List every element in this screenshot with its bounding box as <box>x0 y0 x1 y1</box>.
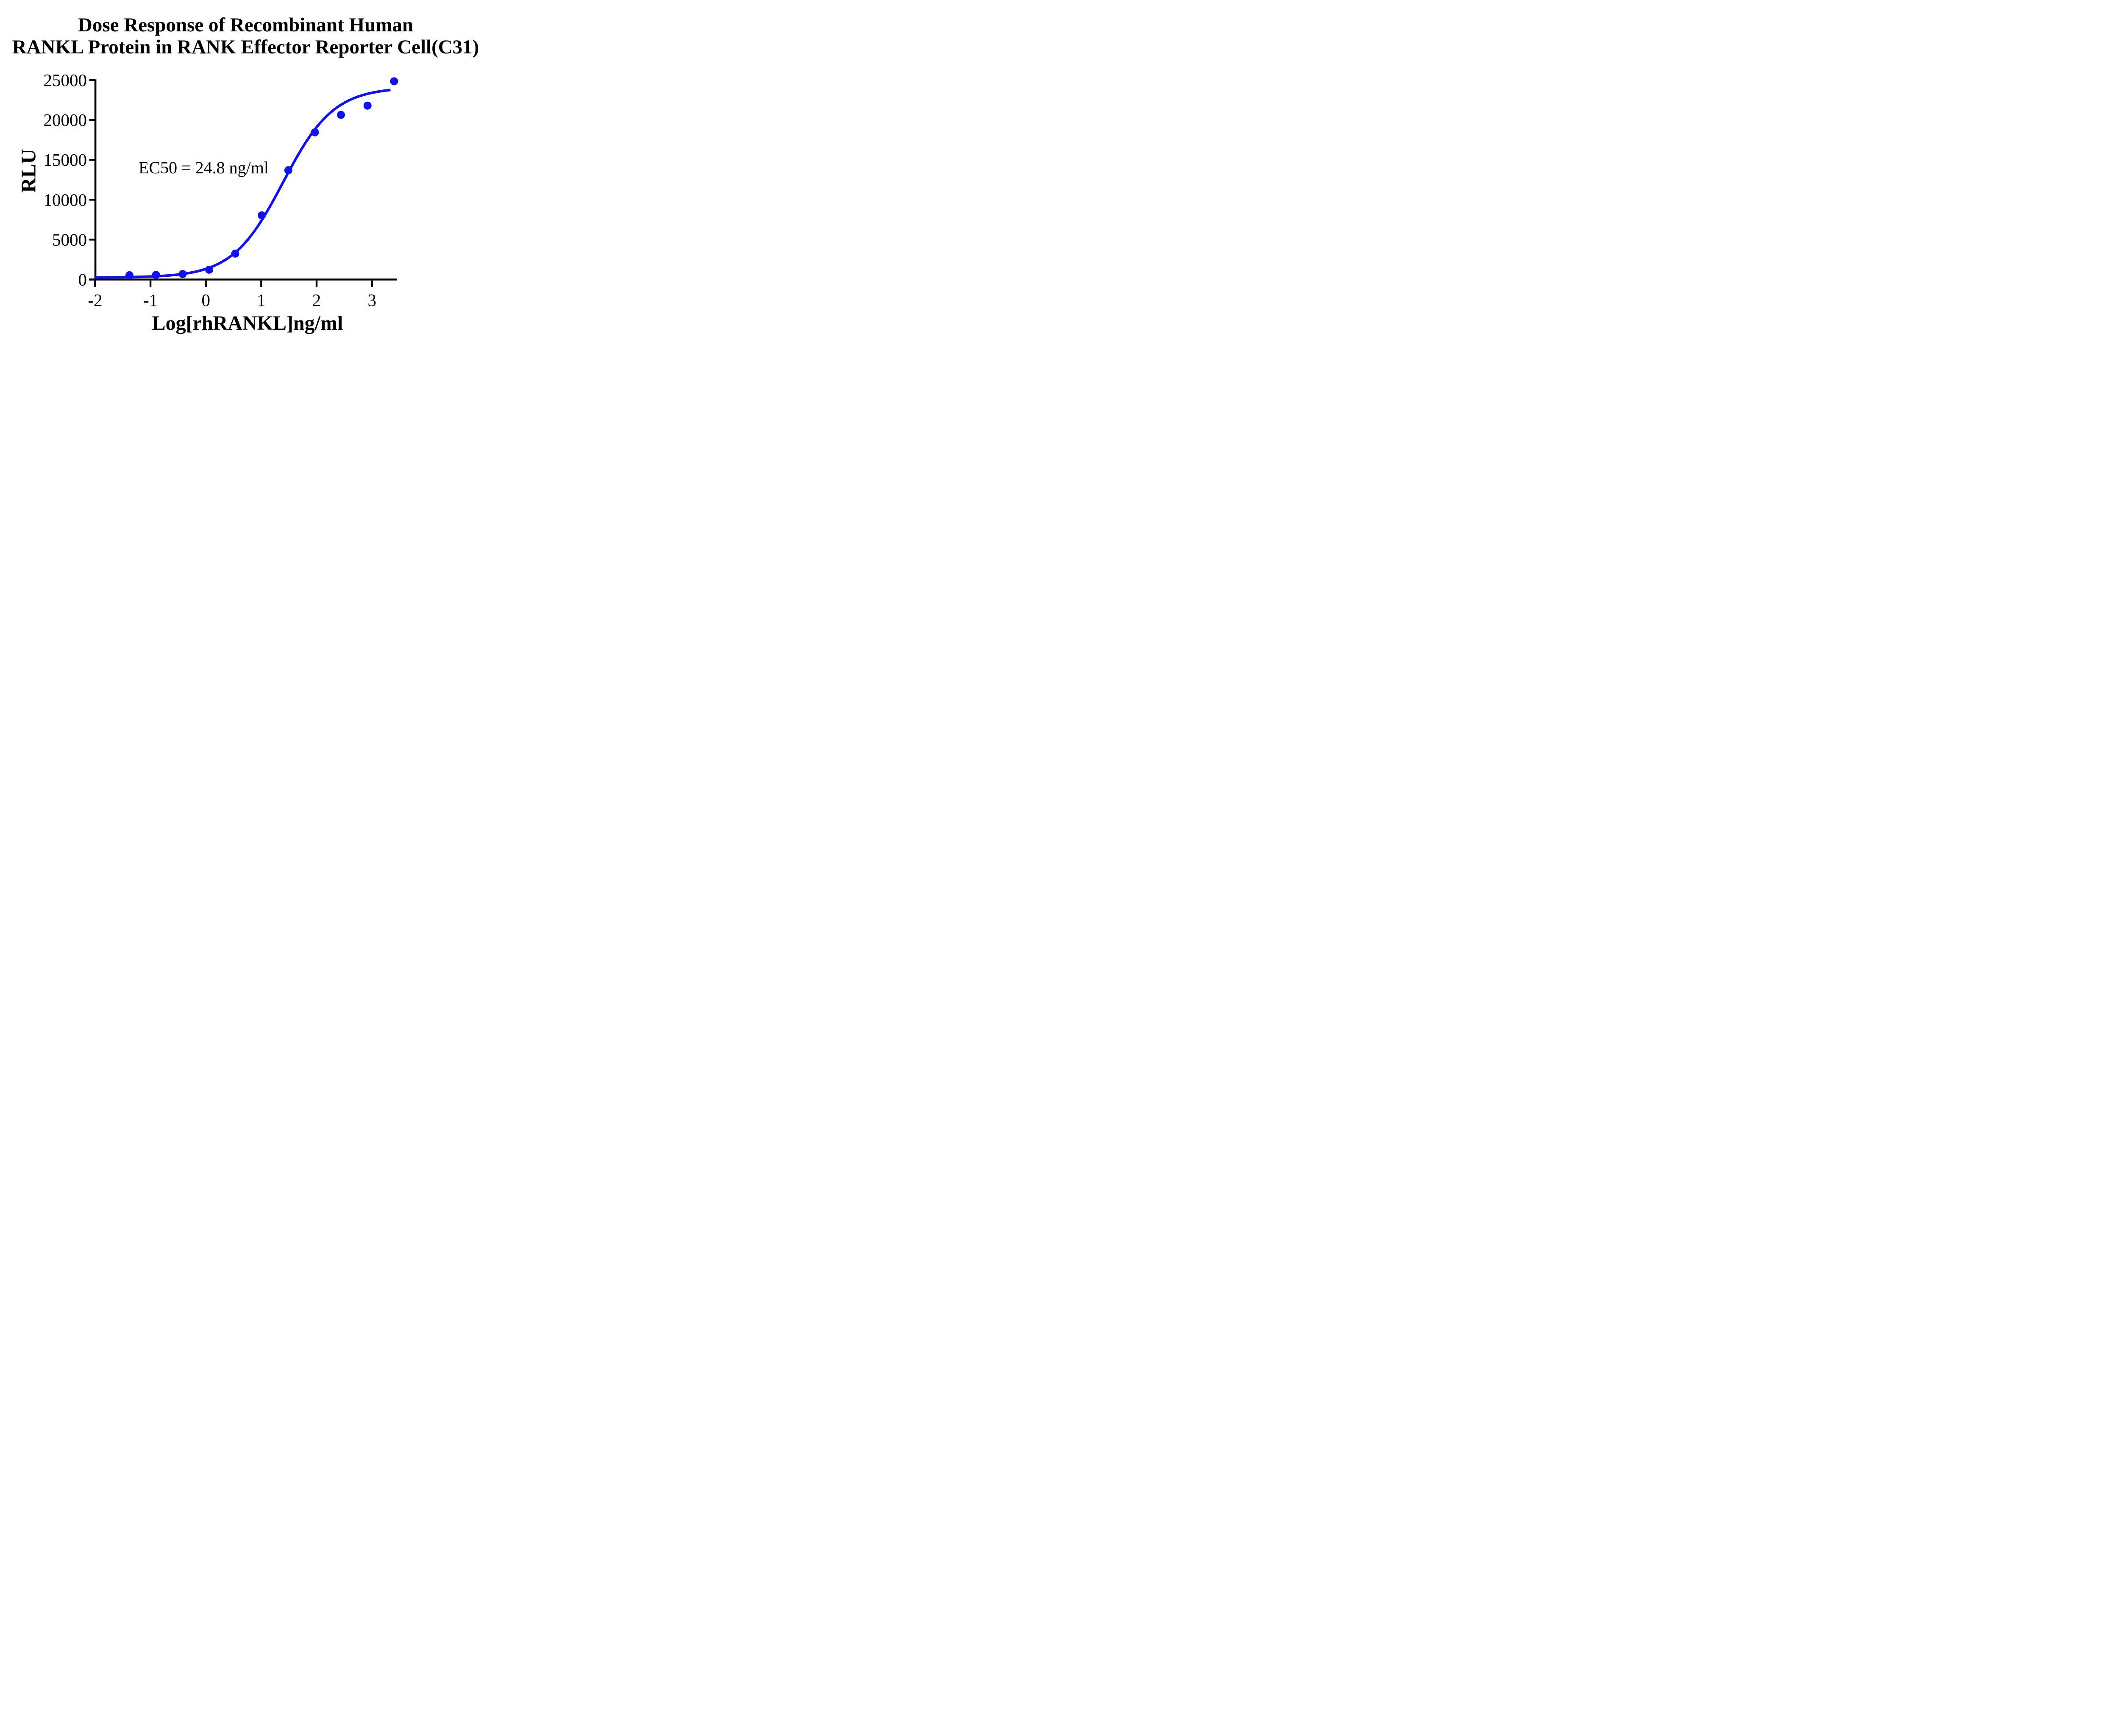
data-point <box>125 271 133 279</box>
x-axis-title: Log[rhRANKL]ng/ml <box>152 312 343 334</box>
chart-title-line2: RANKL Protein in RANK Effector Reporter … <box>12 36 479 58</box>
x-tick-label: 2 <box>312 290 321 310</box>
data-point <box>284 166 292 175</box>
chart-title: Dose Response of Recombinant Human RANKL… <box>0 14 491 58</box>
figure: Dose Response of Recombinant Human RANKL… <box>0 0 491 347</box>
data-point <box>178 270 187 278</box>
data-point <box>258 211 266 220</box>
data-point <box>363 101 372 110</box>
data-point <box>311 128 319 136</box>
x-tick-label: -2 <box>88 290 102 310</box>
y-tick-label: 0 <box>78 270 87 289</box>
y-tick-label: 5000 <box>52 230 87 249</box>
y-tick-label: 25000 <box>44 70 87 90</box>
data-point <box>231 249 239 258</box>
ec50-annotation: EC50 = 24.8 ng/ml <box>139 158 269 177</box>
data-point <box>337 111 345 119</box>
y-tick-label: 15000 <box>44 150 87 170</box>
data-point <box>390 77 398 86</box>
data-point <box>205 265 214 274</box>
x-tick-label: 1 <box>257 290 266 310</box>
y-tick-label: 10000 <box>44 190 87 209</box>
chart-title-line1: Dose Response of Recombinant Human <box>78 14 414 36</box>
x-tick-label: -1 <box>143 290 158 310</box>
fit-curve <box>94 89 391 279</box>
y-tick-label: 20000 <box>44 110 87 130</box>
data-point <box>152 271 160 279</box>
x-tick-label: 0 <box>201 290 210 310</box>
x-tick-label: 3 <box>367 290 376 310</box>
plot-area: -2 -1 0 1 2 3 0 5000 10000 15000 20000 25000 <box>44 70 398 310</box>
